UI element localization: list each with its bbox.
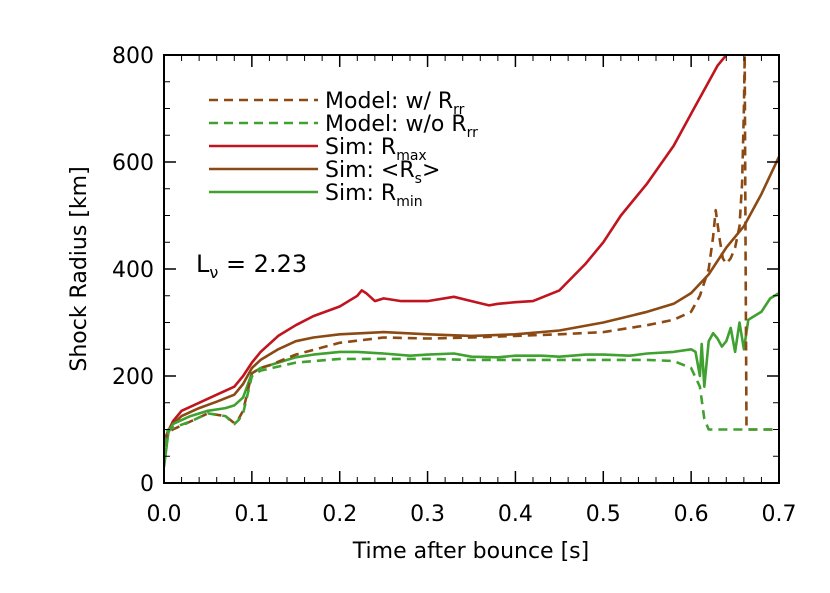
luminosity-symbol: L <box>196 250 210 278</box>
y-tick-label: 400 <box>112 258 154 283</box>
x-tick-label: 0.4 <box>498 502 533 527</box>
legend-entry-1: Model: w/o Rrr <box>325 112 478 141</box>
x-axis-label: Time after bounce [s] <box>352 539 589 564</box>
y-tick-label: 800 <box>112 44 154 69</box>
y-tick-label: 200 <box>112 365 154 390</box>
series-layer <box>164 55 779 468</box>
luminosity-annotation: Lν = 2.23 <box>196 250 307 282</box>
x-tick-label: 0.1 <box>234 502 269 527</box>
series-line-3 <box>164 156 779 441</box>
legend-label: Sim: <R <box>325 158 415 183</box>
x-tick-label: 0.3 <box>410 502 445 527</box>
y-axis-label: Shock Radius [km] <box>67 166 92 371</box>
legend-subscript: s <box>415 171 422 187</box>
legend-label-end: > <box>422 158 440 183</box>
y-tick-label: 0 <box>140 472 154 497</box>
legend-label: Model: w/ R <box>325 89 453 114</box>
legend-label: Sim: R <box>325 135 396 160</box>
legend-label: Model: w/o R <box>325 112 467 137</box>
y-tick-label: 600 <box>112 151 154 176</box>
legend-subscript: min <box>396 194 422 210</box>
legend-subscript: rr <box>467 125 479 141</box>
legend-subscript: max <box>396 148 427 164</box>
series-line-1 <box>164 357 779 462</box>
legend-entry-0: Model: w/ Rrr <box>325 89 465 118</box>
legend-label: Sim: R <box>325 181 396 206</box>
luminosity-subscript: ν <box>209 263 218 282</box>
legend-entry-4: Sim: Rmin <box>325 181 423 210</box>
legend-entry-2: Sim: Rmax <box>325 135 427 164</box>
x-tick-label: 0.7 <box>762 502 797 527</box>
x-tick-label: 0.6 <box>674 502 709 527</box>
series-line-0 <box>164 55 779 444</box>
x-tick-label: 0.5 <box>586 502 621 527</box>
luminosity-value: = 2.23 <box>218 250 307 278</box>
x-tick-label: 0.2 <box>322 502 357 527</box>
tick-layer: 0.0 0.1 0.2 0.3 0.4 0.5 0.6 0.7 0 200 400 600 800 <box>112 44 797 527</box>
series-line-4 <box>164 291 779 468</box>
x-tick-label: 0.0 <box>147 502 182 527</box>
legend-subscript: rr <box>453 102 465 118</box>
legend-entry-3: Sim: <Rs> <box>325 158 440 187</box>
series-line-2 <box>164 55 728 441</box>
